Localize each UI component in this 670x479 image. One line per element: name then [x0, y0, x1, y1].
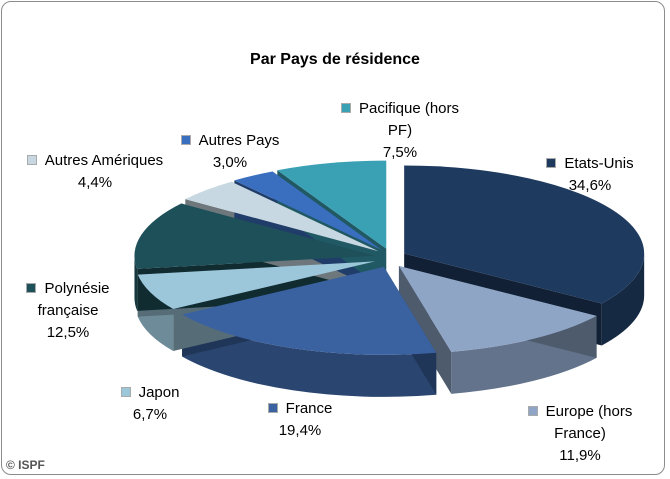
value-label: 11,9% [559, 447, 601, 464]
value-label: 12,5% [46, 324, 90, 341]
label-name: Europe (hors France) [505, 401, 655, 445]
slice [182, 266, 437, 355]
value-label: 6,7% [132, 406, 168, 423]
label-name: Japon [105, 382, 195, 404]
category-name: Japon [138, 384, 180, 401]
legend-swatch [340, 103, 351, 113]
slice [134, 203, 375, 269]
category-name: Etats-Unis [564, 155, 634, 172]
slice [404, 165, 645, 304]
legend-swatch [180, 135, 191, 145]
value-label: 7,5% [382, 144, 418, 161]
slice-cut [398, 265, 452, 394]
data-label: Japon 6,7% [105, 382, 195, 426]
data-label: Autres Pays 3,0% [165, 130, 295, 174]
legend-swatch [546, 158, 557, 168]
legend-swatch [26, 155, 37, 165]
value-label: 19,4% [278, 422, 322, 439]
legend-swatch [26, 283, 37, 293]
source: © ISPF [6, 458, 45, 472]
legend-swatch [527, 406, 538, 416]
label-name: Etats-Unis [520, 153, 660, 175]
slice-side [134, 255, 138, 311]
label-name: France [240, 398, 360, 420]
slice [234, 171, 382, 250]
slice [185, 181, 379, 252]
value-label: 34,6% [568, 177, 612, 194]
label-name: Polynésie française [8, 278, 128, 322]
slice [277, 160, 387, 249]
data-label: Etats-Unis 34,6% [520, 153, 660, 197]
slice-side [182, 314, 437, 397]
legend-swatch [120, 387, 131, 397]
chart-title: Par Pays de résidence [250, 51, 420, 68]
value-label: 4,4% [77, 174, 113, 191]
category-name: Autres Amériques [44, 152, 164, 169]
label-name: Autres Amériques [20, 150, 170, 172]
category-name: Autres Pays [198, 132, 280, 149]
category-name: France [285, 400, 333, 417]
data-label: Polynésie française 12,5% [8, 278, 128, 344]
slice-side [601, 253, 645, 346]
value-label: 3,0% [212, 154, 248, 171]
category-name: Europe (hors France) [545, 403, 633, 442]
data-label: France 19,4% [240, 398, 360, 442]
data-label: Europe (hors France) 11,9% [505, 401, 655, 467]
legend-swatch [267, 403, 278, 413]
label-name: Pacifique (hors PF) [335, 98, 465, 142]
slice [398, 265, 597, 352]
category-name: Polynésie française [37, 280, 110, 319]
data-label: Autres Amériques 4,4% [20, 150, 170, 194]
slice [137, 261, 376, 310]
data-label: Pacifique (hors PF) 7,5% [335, 98, 465, 164]
label-name: Autres Pays [165, 130, 295, 152]
category-name: Pacifique (hors PF) [358, 100, 460, 139]
